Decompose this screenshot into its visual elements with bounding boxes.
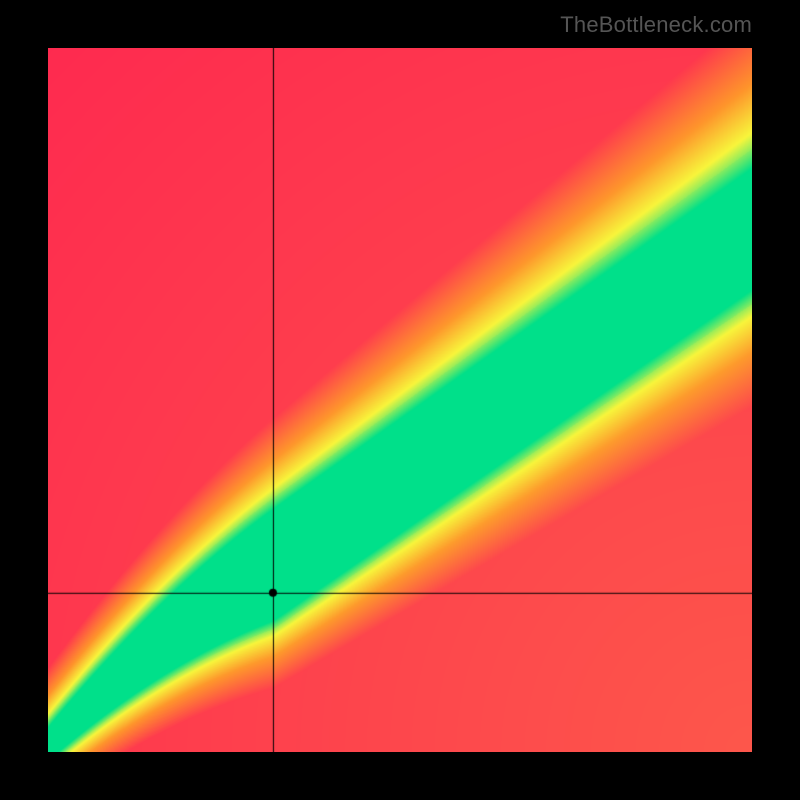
heatmap-canvas bbox=[48, 48, 752, 752]
chart-container: TheBottleneck.com bbox=[0, 0, 800, 800]
heatmap-plot bbox=[48, 48, 752, 752]
watermark-label: TheBottleneck.com bbox=[560, 12, 752, 38]
